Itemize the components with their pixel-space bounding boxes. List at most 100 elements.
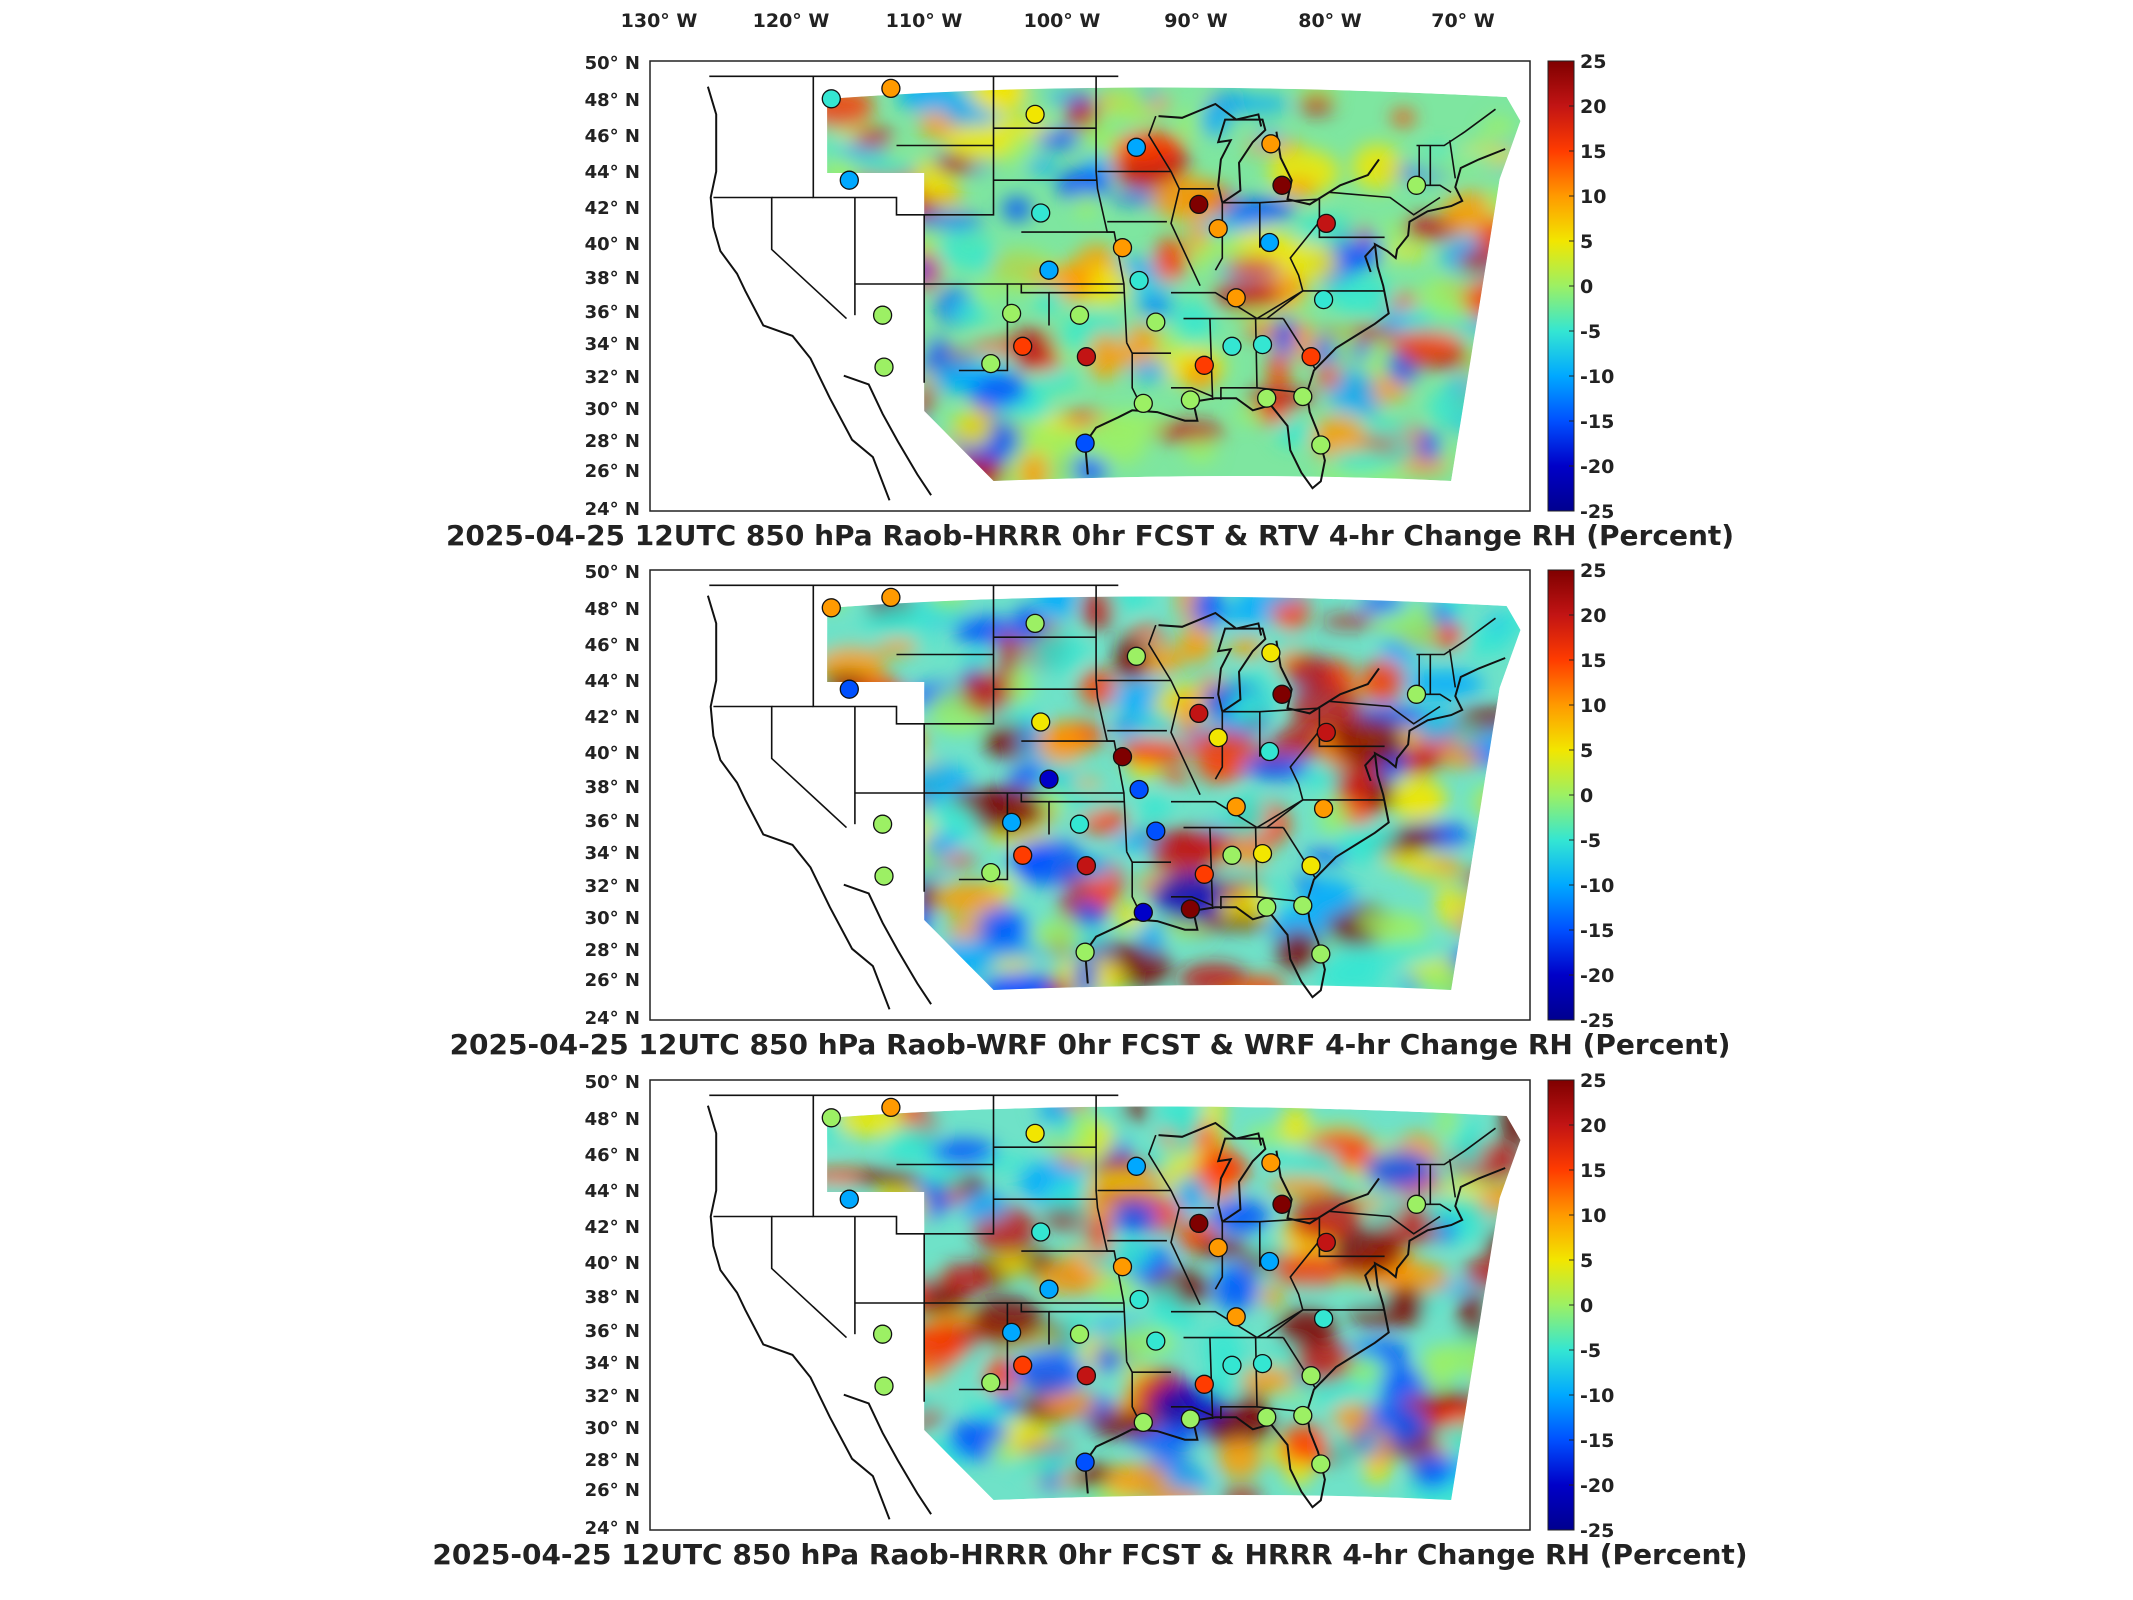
raob-station-marker [1194,864,1214,884]
latitude-label: 32° N [585,876,640,897]
longitude-label: 100° W [1024,10,1101,32]
colorbar-tick-label: 20 [1580,96,1606,118]
colorbar-tick-label: 25 [1580,51,1606,73]
raob-station-marker [1039,260,1059,280]
raob-station-marker [1180,899,1201,919]
raob-station-marker [1313,1308,1334,1329]
raob-stations [821,1097,1427,1474]
raob-station-marker [1252,1353,1273,1374]
raob-station-marker [1316,722,1336,743]
raob-station-marker [1129,779,1149,800]
colorbar-tick-label: 15 [1580,1160,1606,1182]
raob-station-marker [1252,843,1273,864]
latitude-label: 50° N [585,562,640,583]
raob-station-marker [839,679,859,699]
latitude-label: 40° N [585,234,640,255]
raob-station-marker [1301,1366,1321,1386]
colorbar-tick-label: -15 [1580,411,1614,433]
colorbar-tick-label: 20 [1580,605,1606,627]
latitude-label: 34° N [585,1353,640,1374]
raob-station-marker [1301,856,1321,876]
raob-station-marker [1129,270,1149,291]
raob-station-marker [1259,741,1280,762]
latitude-label: 48° N [585,1109,640,1130]
raob-station-marker [1076,856,1097,876]
raob-station-marker [1126,137,1147,157]
colorbar-tick-label: -10 [1580,875,1614,897]
colorbar-tick-label: 0 [1580,785,1593,807]
colorbar-tick-label: 25 [1580,1070,1606,1092]
colorbar-tick-label: 15 [1580,141,1606,163]
raob-station-marker [1272,1194,1292,1214]
latitude-label: 42° N [585,198,640,219]
colorbar-tick-label: 25 [1580,560,1606,582]
raob-station-marker [1194,1374,1214,1394]
raob-station-marker [1112,238,1133,258]
raob-station-marker [1031,712,1051,732]
raob-station-marker [1272,684,1292,704]
map-panel: 50° N 48° N 46° N 44° N 42° N 40° N 38° N 36° N… [446,51,1734,552]
colorbar-tick-label: -25 [1580,501,1614,523]
panel-title: 2025-04-25 12UTC 850 hPa Raob-HRRR 0hr F… [432,1538,1747,1571]
raob-station-marker [821,1108,841,1128]
colorbar-tick-label: -20 [1580,1475,1614,1497]
raob-station-marker [1257,1407,1277,1427]
raob-station-marker [1112,1257,1133,1277]
raob-station-marker [1293,895,1313,916]
longitude-label: 70° W [1431,10,1495,32]
colorbar-tick-label: -5 [1580,321,1601,343]
raob-station-marker [1261,134,1281,154]
raob-station-marker [881,1097,901,1118]
raob-station-marker [1259,1251,1280,1272]
raob-station-marker [1069,814,1090,834]
raob-station-marker [1226,288,1246,308]
latitude-label: 50° N [585,1072,640,1093]
raob-station-marker [1126,646,1147,666]
raob-station-marker [821,89,841,109]
raob-station-marker [1311,435,1331,455]
latitude-label: 34° N [585,334,640,355]
latitude-label: 44° N [585,1181,640,1202]
raob-station-marker [1013,336,1033,356]
raob-station-marker [1208,218,1228,239]
longitude-label: 120° W [753,10,830,32]
raob-station-marker [1075,942,1095,962]
latitude-label: 44° N [585,671,640,692]
latitude-label: 28° N [585,431,640,452]
colorbar-tick-label: 20 [1580,1115,1606,1137]
latitude-label: 36° N [585,1321,640,1342]
longitude-label: 90° W [1164,10,1228,32]
raob-stations [821,587,1427,964]
raob-station-marker [1208,1237,1228,1258]
raob-station-marker [1313,289,1334,310]
latitude-label: 36° N [585,811,640,832]
latitude-label: 42° N [585,1217,640,1238]
latitude-label: 26° N [585,461,640,482]
raob-station-marker [1272,175,1292,195]
raob-station-marker [1069,1324,1090,1344]
raob-station-marker [1129,1289,1149,1310]
latitude-label: 42° N [585,707,640,728]
raob-station-marker [1189,703,1209,724]
colorbar-tick-label: -15 [1580,920,1614,942]
latitude-label: 44° N [585,162,640,183]
raob-station-marker [874,866,894,886]
latitude-label: 26° N [585,1480,640,1501]
colorbar-tick-label: 5 [1580,231,1593,253]
latitude-label: 30° N [585,908,640,929]
raob-station-marker [1039,769,1059,789]
raob-station-marker [1146,1331,1166,1351]
raob-station-marker [839,170,859,190]
raob-station-marker [1257,897,1277,917]
latitude-label: 40° N [585,1253,640,1274]
latitude-label: 46° N [585,1145,640,1166]
latitude-label: 38° N [585,1287,640,1308]
raob-station-marker [1001,1322,1022,1343]
map-panels: 50° N 48° N 46° N 44° N 42° N 40° N 38° N 36° N… [432,51,1747,1571]
raob-station-marker [1039,1279,1059,1299]
raob-station-marker [1194,355,1214,375]
latitude-label: 30° N [585,399,640,420]
raob-station-marker [874,1376,894,1396]
raob-station-marker [1208,727,1228,748]
colorbar-tick-label: 10 [1580,695,1606,717]
